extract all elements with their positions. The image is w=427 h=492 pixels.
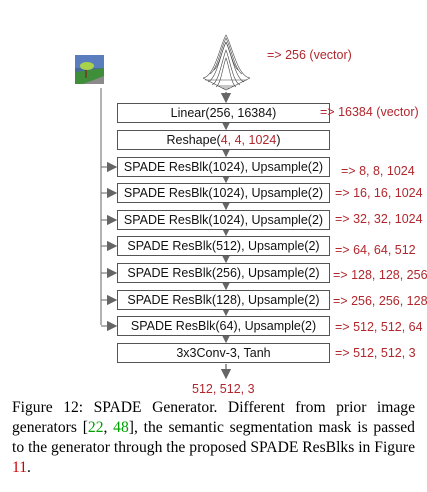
layer-label: SPADE ResBlk(128), Upsample(2) <box>127 293 320 307</box>
caption-text: ], the semantic segmentation mask is pas… <box>12 419 415 456</box>
layer-label-suffix: ) <box>276 133 281 147</box>
layer-output-annotation: => 16, 16, 1024 <box>335 186 423 200</box>
generator-diagram <box>75 34 251 380</box>
layer-label: Reshape( <box>166 133 221 147</box>
layer-output-annotation: => 16384 (vector) <box>320 105 419 119</box>
layer-label: SPADE ResBlk(64), Upsample(2) <box>130 319 317 333</box>
layer-box-4: SPADE ResBlk(1024), Upsample(2) <box>117 183 330 203</box>
layer-box-9: SPADE ResBlk(64), Upsample(2) <box>117 316 330 336</box>
layer-box-10: 3x3Conv-3, Tanh <box>117 343 330 363</box>
layer-output-annotation: => 512, 512, 64 <box>335 320 423 334</box>
layer-box-1: Linear(256, 16384) <box>117 103 330 123</box>
segmentation-mask-icon <box>75 55 104 84</box>
layer-label: SPADE ResBlk(256), Upsample(2) <box>127 266 320 280</box>
layer-box-8: SPADE ResBlk(128), Upsample(2) <box>117 290 330 310</box>
caption-text: . <box>27 459 31 476</box>
layer-box-5: SPADE ResBlk(1024), Upsample(2) <box>117 210 330 230</box>
layer-box-2: Reshape(4, 4, 1024) <box>117 130 330 150</box>
output-label: 512, 512, 3 <box>192 382 255 396</box>
figure-caption: Figure 12: SPADE Generator. Different fr… <box>12 398 415 478</box>
caption-separator: , <box>103 419 114 436</box>
citation-link[interactable]: 48 <box>113 419 129 436</box>
noise-annotation: => 256 (vector) <box>267 48 352 62</box>
layer-output-annotation: => 32, 32, 1024 <box>335 212 423 226</box>
gaussian-noise-surface-icon <box>202 34 251 91</box>
layer-box-7: SPADE ResBlk(256), Upsample(2) <box>117 263 330 283</box>
layer-shape-highlight: 4, 4, 1024 <box>220 133 277 147</box>
layer-box-3: SPADE ResBlk(1024), Upsample(2) <box>117 157 330 177</box>
layer-label: 3x3Conv-3, Tanh <box>176 346 271 360</box>
layer-box-6: SPADE ResBlk(512), Upsample(2) <box>117 236 330 256</box>
figure-reference-link[interactable]: 11 <box>12 459 28 476</box>
layer-label: SPADE ResBlk(1024), Upsample(2) <box>123 160 324 174</box>
layer-label: SPADE ResBlk(1024), Upsample(2) <box>123 186 324 200</box>
layer-label: Linear(256, 16384) <box>170 106 277 120</box>
layer-output-annotation: => 256, 256, 128 <box>333 294 427 308</box>
layer-label: SPADE ResBlk(512), Upsample(2) <box>127 239 320 253</box>
layer-output-annotation: => 512, 512, 3 <box>335 346 416 360</box>
layer-output-annotation: => 64, 64, 512 <box>335 243 416 257</box>
layer-output-annotation: => 8, 8, 1024 <box>341 164 415 178</box>
layer-output-annotation: => 128, 128, 256 <box>333 268 427 282</box>
citation-link[interactable]: 22 <box>87 419 104 436</box>
caption-text: Figure 12: SPADE Generator. Different fr… <box>12 399 415 436</box>
layer-label: SPADE ResBlk(1024), Upsample(2) <box>123 213 324 227</box>
